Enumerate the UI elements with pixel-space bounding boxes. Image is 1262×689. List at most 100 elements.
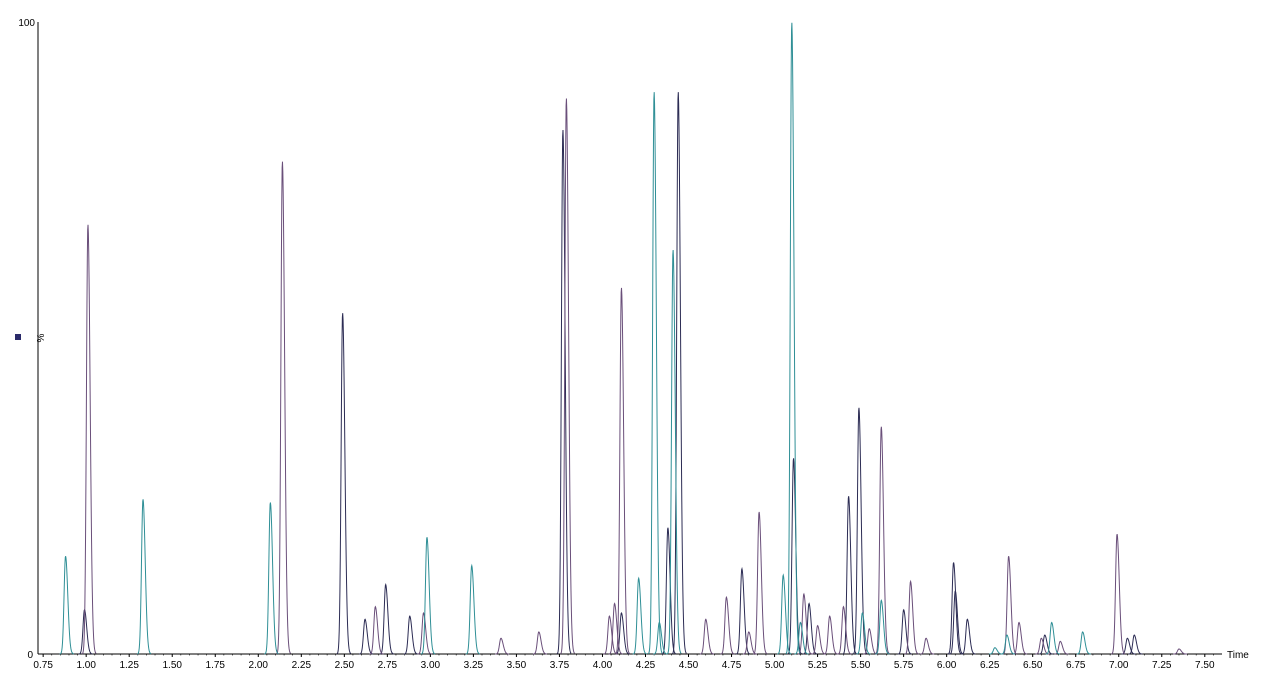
- peak-1-15: [897, 608, 912, 655]
- series-trace-1: [78, 92, 1143, 655]
- peak-2-28: [1173, 648, 1188, 655]
- x-tick-label: 2.75: [378, 660, 398, 671]
- peak-3-12: [794, 621, 809, 655]
- peak-3-4: [420, 537, 436, 655]
- peak-1-18: [961, 618, 976, 655]
- peak-3-14: [875, 599, 890, 655]
- peak-2-3: [369, 605, 384, 655]
- x-tick-label: 4.00: [593, 660, 613, 671]
- series-layer: [59, 22, 1188, 655]
- peak-1-14: [852, 407, 868, 655]
- x-tick-group: 0.75 1.00 1.25 1.50 1.75 2.00 2.25 2.50 2.75 3.00…: [33, 654, 1215, 671]
- peak-2-6: [532, 631, 547, 655]
- peak-2-10: [615, 287, 630, 655]
- peak-1-9: [672, 92, 687, 655]
- peak-1-21: [1128, 634, 1143, 655]
- peak-1-16: [947, 562, 962, 655]
- x-tick-label: 3.50: [507, 660, 527, 671]
- x-tick-label: 1.75: [206, 660, 226, 671]
- x-tick-label: 1.25: [119, 660, 139, 671]
- peak-3-10: [777, 573, 792, 655]
- x-tick-label: 6.00: [937, 660, 957, 671]
- series-trace-3: [59, 22, 1091, 655]
- peak-2-9: [608, 602, 623, 655]
- peak-2-12: [720, 595, 735, 655]
- x-tick-label: 6.50: [1023, 660, 1043, 671]
- x-tick-label: 7.25: [1152, 660, 1172, 671]
- peak-3-13: [856, 611, 871, 655]
- peak-2-1: [81, 224, 97, 655]
- y-axis-label: %: [36, 333, 47, 342]
- peak-1-5: [403, 615, 418, 655]
- peak-2-2: [276, 161, 291, 655]
- x-tick-label: 7.50: [1195, 660, 1215, 671]
- peak-1-19: [1038, 634, 1053, 655]
- peak-2-27: [1111, 533, 1126, 655]
- peak-3-1: [59, 556, 74, 655]
- x-tick-label: 1.00: [76, 660, 96, 671]
- peak-2-18: [837, 605, 852, 655]
- peak-3-8: [653, 621, 668, 655]
- peak-3-3: [264, 502, 279, 655]
- y-tick-label-100: 100: [18, 18, 35, 29]
- peak-2-20: [875, 426, 890, 655]
- peak-2-21: [904, 579, 919, 655]
- peak-2-11: [699, 618, 714, 655]
- x-tick-label: 3.75: [550, 660, 570, 671]
- peak-2-19: [863, 628, 878, 655]
- peak-1-13: [842, 496, 857, 655]
- x-tick-label: 4.75: [722, 660, 742, 671]
- x-tick-label: 5.75: [894, 660, 914, 671]
- peak-2-8: [603, 615, 618, 655]
- peak-1-3: [359, 618, 374, 655]
- x-tick-label: 4.50: [679, 660, 699, 671]
- axes-layer: 100 % 0 Time 0.75 1.00 1.25 1.50 1.75 2.00 2.2…: [15, 18, 1249, 671]
- peak-2-22: [920, 637, 935, 655]
- peak-1-4: [379, 582, 394, 655]
- peak-3-15: [988, 647, 1004, 655]
- peak-1-7: [615, 611, 630, 655]
- y-axis-marker: [15, 334, 21, 340]
- peak-2-26: [1054, 640, 1069, 655]
- x-tick-label: 2.00: [249, 660, 269, 671]
- x-tick-label: 6.75: [1066, 660, 1086, 671]
- series-trace-2: [81, 98, 1188, 655]
- peak-1-10: [735, 566, 751, 655]
- peak-3-9: [666, 249, 682, 655]
- peak-3-16: [1001, 634, 1016, 655]
- peak-2-23: [1002, 556, 1017, 655]
- peak-3-7: [647, 92, 663, 655]
- peak-2-14: [753, 511, 768, 655]
- x-tick-label: 2.50: [335, 660, 355, 671]
- peak-3-11: [785, 22, 801, 655]
- peak-2-5: [495, 637, 510, 655]
- x-tick-label: 2.25: [292, 660, 312, 671]
- x-tick-label: 4.25: [636, 660, 656, 671]
- x-tick-label: 5.25: [808, 660, 828, 671]
- x-tick-label: 3.25: [464, 660, 484, 671]
- peak-1-2: [336, 313, 352, 655]
- y-tick-label-0: 0: [27, 650, 33, 661]
- x-tick-label: 0.75: [33, 660, 53, 671]
- peak-3-5: [465, 563, 480, 655]
- peak-1-17: [949, 589, 964, 655]
- peak-3-17: [1045, 621, 1060, 655]
- peak-3-6: [632, 576, 647, 655]
- peak-2-7: [560, 98, 575, 655]
- x-tick-label: 3.00: [421, 660, 441, 671]
- peak-1-6: [556, 130, 572, 655]
- x-tick-label: 5.00: [765, 660, 785, 671]
- peak-3-18: [1076, 631, 1091, 655]
- peak-2-17: [823, 615, 838, 655]
- peak-2-16: [811, 624, 826, 655]
- peak-2-24: [1013, 621, 1028, 655]
- peak-1-11: [787, 458, 802, 655]
- x-tick-label: 5.50: [851, 660, 871, 671]
- peak-3-2: [137, 499, 152, 655]
- x-tick-label: 1.50: [162, 660, 182, 671]
- x-tick-label: 6.25: [980, 660, 1000, 671]
- x-tick-label: 7.00: [1109, 660, 1129, 671]
- x-axis-label: Time: [1227, 650, 1249, 661]
